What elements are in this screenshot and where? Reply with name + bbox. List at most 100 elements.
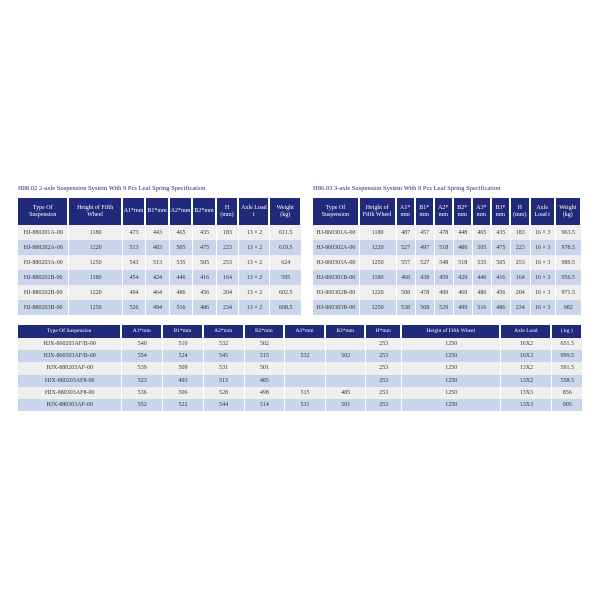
table-cell: 515 xyxy=(285,386,326,399)
table-cell: 1250 xyxy=(402,338,501,351)
table-cell: HJX-860203AF/B-00 xyxy=(18,338,122,351)
table-cell: 16 × 3 xyxy=(530,300,555,315)
table-cell: 523 xyxy=(122,374,163,387)
table-cell xyxy=(285,362,326,375)
table-row: HJ-880203B-00 1250 526 494 516 486 234 13 × 2 60… xyxy=(18,300,301,315)
table-row: HJ-880202A-00 1220 513 483 505 475 223 13 × 2 61… xyxy=(18,240,301,255)
table-cell: 619.5 xyxy=(270,240,301,255)
table-cell: 1250 xyxy=(69,255,122,270)
column-header: B1* mm xyxy=(415,198,434,225)
table-cell: 508 xyxy=(415,300,434,315)
table-cell xyxy=(285,338,326,351)
table-cell: 515 xyxy=(203,374,244,387)
table-cell: 485 xyxy=(326,386,366,399)
table-cell: 487 xyxy=(396,225,415,240)
table-cell: 478 xyxy=(415,285,434,300)
table-cell: HJX-880303AF-00 xyxy=(18,398,122,412)
table-cell: 516 xyxy=(169,300,193,315)
table-cell: 535 xyxy=(169,255,193,270)
table-cell: 535 xyxy=(472,255,491,270)
table-cell: HJX-860303AF/B-00 xyxy=(18,350,122,363)
table-cell: 505 xyxy=(193,255,216,270)
table-cell: 514 xyxy=(244,398,285,412)
table-cell: 486 xyxy=(193,300,216,315)
table-cell: 528 xyxy=(203,386,244,399)
table-cell: 16 × 3 xyxy=(530,225,555,240)
column-header: Type Of Suspension xyxy=(18,198,69,225)
two-axle-spec-table: Type Of Suspension Height of Fifth Wheel A… xyxy=(17,198,302,315)
table-cell: 509 xyxy=(163,362,203,375)
table-cell: 527 xyxy=(396,240,415,255)
table-cell: 502 xyxy=(326,350,366,363)
header-row: Type Of Suspension A1*mm B1*mm A2*mm B2*mm A3… xyxy=(18,325,582,338)
table-cell: 1250 xyxy=(402,374,501,387)
table-cell: 483 xyxy=(146,240,169,255)
table-cell: 978.5 xyxy=(555,240,581,255)
table-cell: 253 xyxy=(366,386,402,399)
table-cell: 13 × 2 xyxy=(239,225,270,240)
table-cell: 591.5 xyxy=(552,362,582,375)
table-row: HJ-880201A-00 1180 473 443 465 435 183 13 × 2 61… xyxy=(18,225,301,240)
column-header: A1* mm xyxy=(396,198,415,225)
table-cell: 13X3 xyxy=(501,386,552,399)
table-cell: 608.5 xyxy=(270,300,301,315)
table-cell: 13 × 2 xyxy=(239,300,270,315)
column-header: B3* mm xyxy=(491,198,510,225)
table-cell: 982 xyxy=(555,300,581,315)
table-cell: 543 xyxy=(122,255,146,270)
table-cell: 505 xyxy=(491,255,510,270)
table-cell: 1220 xyxy=(69,285,122,300)
table-cell: HJ-880202A-00 xyxy=(18,240,69,255)
table-row: HJX-860203AF/B-00 540 510 532 502 253 1250 16X2… xyxy=(18,338,582,351)
table-cell: 435 xyxy=(193,225,216,240)
column-header: A2*mm xyxy=(203,325,244,338)
table-cell: 13 × 2 xyxy=(239,255,270,270)
table-cell: 13 × 2 xyxy=(239,240,270,255)
column-header: B2*mm xyxy=(244,325,285,338)
table-cell: 446 xyxy=(472,270,491,285)
table-cell xyxy=(326,338,366,351)
table-row: HJX-860303AF/B-00 554 524 545 515 532 502 253 12… xyxy=(18,350,582,363)
column-header: Height of Fifth Wheel xyxy=(69,198,122,225)
table-cell: HJ-880203B-00 xyxy=(18,300,69,315)
table-cell: 1220 xyxy=(359,240,396,255)
table-row: HJX-880303AF8-00 536 506 528 498 515 485 253 125… xyxy=(18,386,582,399)
table-cell: 475 xyxy=(193,240,216,255)
column-header: Height of Fifth Wheel xyxy=(402,325,501,338)
table-cell: HJ-860303B-00 xyxy=(313,300,359,315)
table-cell: 999.5 xyxy=(552,350,582,363)
table-cell: 505 xyxy=(169,240,193,255)
table-cell: 253 xyxy=(510,255,530,270)
table-cell: 513 xyxy=(122,240,146,255)
table-cell: 475 xyxy=(491,240,510,255)
table-row: HJX-880303AF-00 552 522 544 514 531 501 253 1250… xyxy=(18,398,582,412)
table-cell: 524 xyxy=(163,350,203,363)
table-cell: 204 xyxy=(510,285,530,300)
table-cell: 513 xyxy=(146,255,169,270)
column-header: Type Of Suspension xyxy=(18,325,122,338)
table-cell: 540 xyxy=(122,338,163,351)
table-cell: 234 xyxy=(510,300,530,315)
table-cell xyxy=(326,374,366,387)
table-cell: 1180 xyxy=(69,270,122,285)
table-cell: 446 xyxy=(169,270,193,285)
table-cell: 486 xyxy=(472,285,491,300)
table-cell: 499 xyxy=(453,300,472,315)
table-row: HJ-860303A-00 1250 557 527 548 518 535 505 253 16… xyxy=(313,255,581,270)
table-cell: 989.5 xyxy=(555,255,581,270)
table-cell: 183 xyxy=(216,225,239,240)
table-cell xyxy=(326,362,366,375)
table-cell: 611.5 xyxy=(270,225,301,240)
table-cell: 508 xyxy=(396,285,415,300)
table-cell: HJ-860303A-00 xyxy=(313,255,359,270)
table-cell: 456 xyxy=(193,285,216,300)
table-cell: 1250 xyxy=(359,255,396,270)
table-cell: 595 xyxy=(270,270,301,285)
table-cell xyxy=(285,374,326,387)
table-cell: 522 xyxy=(163,398,203,412)
header-row: Type Of Suspension Height of Fifth Wheel A… xyxy=(313,198,581,225)
column-header: B1*mm xyxy=(146,198,169,225)
table-cell: 457 xyxy=(415,225,434,240)
table-cell: 905 xyxy=(552,398,582,412)
table-cell: 651.5 xyxy=(552,338,582,351)
